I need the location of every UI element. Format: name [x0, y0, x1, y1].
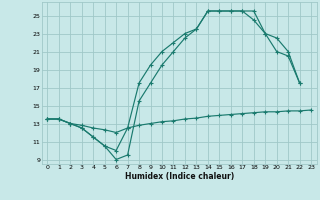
X-axis label: Humidex (Indice chaleur): Humidex (Indice chaleur) [124, 172, 234, 181]
